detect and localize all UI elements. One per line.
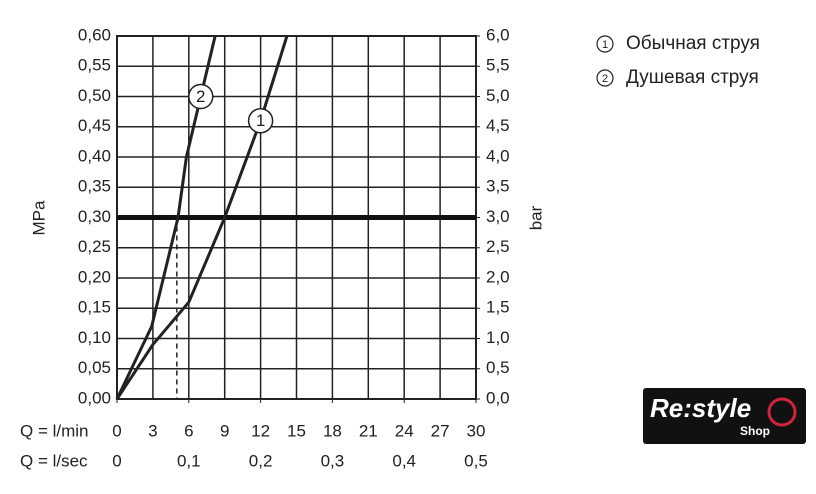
x2-tick-label: 0 [112,451,121,470]
y-tick-label: 0,30 [78,207,111,226]
legend-symbol [596,35,614,53]
x-tick-label: 6 [184,421,193,440]
line [115,35,289,400]
x2-tick-label: 0,5 [464,451,488,470]
legend-symbol [596,69,614,87]
logo-background [643,388,806,444]
y-tick-label: 0,35 [78,177,111,196]
logo-icon [767,397,797,427]
y2-tick-label: 2,0 [486,267,510,286]
x2-axis-label: Q = l/sec [20,451,88,470]
x-tick-label: 12 [251,421,270,440]
y2-tick-label: 5,0 [486,86,510,105]
y-tick-label: 0,00 [78,388,111,407]
y-tick-label: 0,25 [78,237,111,256]
y2-tick-label: 1,0 [486,328,510,347]
x-tick-label: 3 [148,421,157,440]
y-tick-label: 0,15 [78,298,111,317]
y2-tick-label: 3,0 [486,207,510,226]
logo-text: Re:style [650,393,751,423]
y-tick-label: 0,55 [78,56,111,75]
y-axis-label: MPa [29,200,48,236]
x-axis-label: Q = l/min [20,421,89,440]
x-tick-label: 9 [220,421,229,440]
y-tick-label: 0,20 [78,267,111,286]
curve-marker [188,83,214,110]
logo-sub: Shop [740,424,770,438]
x-tick-label: 27 [431,421,450,440]
y-tick-label: 0,10 [78,328,111,347]
curve-marker-label: 2 [196,87,205,106]
x-tick-label: 24 [395,421,414,440]
x2-tick-label: 0,3 [321,451,345,470]
y2-tick-label: 3,5 [486,177,510,196]
x2-tick-label: 0,4 [392,451,416,470]
x-tick-label: 18 [323,421,342,440]
y2-tick-label: 6,0 [486,25,510,44]
y2-tick-label: 4,5 [486,116,510,135]
x-tick-label: 0 [112,421,121,440]
x2-tick-label: 0,2 [249,451,273,470]
y-tick-label: 0,50 [78,86,111,105]
y-tick-label: 0,40 [78,146,111,165]
legend-symbol-label: 2 [602,73,608,85]
legend-label: Душевая струя [626,67,759,88]
legend-symbol-label: 1 [602,39,608,51]
x-tick-label: 15 [287,421,306,440]
curve-marker-label: 1 [256,111,265,130]
x2-tick-label: 0,1 [177,451,201,470]
y2-tick-label: 0,0 [486,388,510,407]
legend-label: Обычная струя [626,33,760,54]
y2-tick-label: 2,5 [486,237,510,256]
curve-marker [247,107,274,134]
y-tick-label: 0,60 [78,25,111,44]
logo: Re:style Shop [643,388,806,444]
y2-tick-label: 0,5 [486,358,510,377]
y2-tick-label: 1,5 [486,298,510,317]
x-tick-label: 21 [359,421,378,440]
y2-tick-label: 5,5 [486,56,510,75]
x-tick-label: 30 [467,421,486,440]
y2-axis-label: bar [526,205,545,230]
y-tick-label: 0,45 [78,116,111,135]
y-tick-label: 0,05 [78,358,111,377]
y2-tick-label: 4,0 [486,146,510,165]
